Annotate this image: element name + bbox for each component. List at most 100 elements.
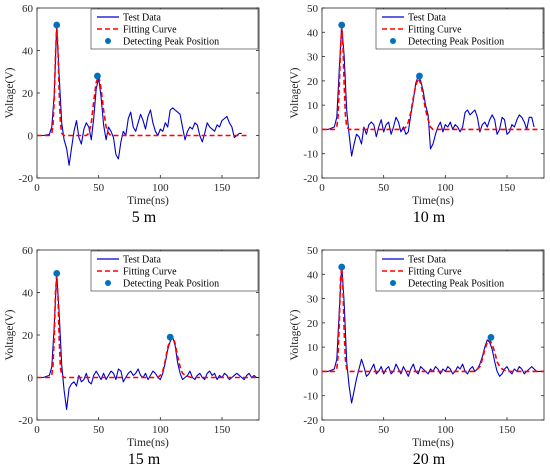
x-axis-label: Time(ns) [412,437,454,449]
legend-test-data-label: Test Data [123,255,161,266]
y-tick-label: 40 [22,46,34,58]
y-tick-label: -20 [18,173,33,185]
plot-frame [321,249,545,421]
legend-peak-label: Detecting Peak Position [123,37,219,48]
legend-box [90,8,259,50]
peak-marker [338,263,346,271]
legend-peak-swatch [390,38,396,44]
y-tick-label: 60 [22,245,34,257]
peak-marker [487,334,495,341]
y-tick-label: 0 [313,124,319,136]
legend-peak-label: Detecting Peak Position [408,279,504,290]
peak-marker [338,21,346,29]
legend-box [375,250,544,292]
chart-panel-4: 0 50 100 150 -20 -10 0 10 20 30 40 50 Time(ns) Voltag… [289,245,545,468]
y-tick-label: -10 [303,391,318,403]
peak-marker [416,72,423,80]
x-tick-label: 100 [437,424,454,436]
y-tick-label: 60 [22,3,34,15]
x-tick-label: 150 [214,182,231,194]
y-tick-label: 0 [313,366,319,378]
y-tick-label: 0 [28,131,34,143]
plot-frame [321,7,545,179]
x-tick-label: 100 [152,424,169,436]
peak-marker [166,333,174,341]
panel-caption: 15 m [128,451,161,468]
y-tick-label: 10 [307,100,319,112]
y-tick-label: 50 [307,245,319,257]
x-tick-label: 150 [499,424,516,436]
x-tick-label: 50 [378,182,390,194]
chart-panel-2: 0 50 100 150 -20 -10 0 10 20 30 40 50 Time(ns) Voltag… [289,3,545,226]
x-tick-label: 50 [378,424,390,436]
legend-peak-label: Detecting Peak Position [123,279,219,290]
y-tick-label: 20 [307,76,319,88]
panel-caption: 5 m [132,209,157,226]
chart-panel-1: 0 50 100 150-200204060Time(ns)Voltage(V)Tes… [4,3,260,226]
test-data-line [37,24,242,166]
y-axis-label: Voltage(V) [289,67,301,118]
x-tick-label: 100 [437,182,454,194]
peak-marker [94,72,101,80]
plot-area [322,24,538,157]
fitting-curve-line [37,275,259,379]
legend-test-data-label: Test Data [123,13,161,24]
y-tick-label: 50 [307,3,319,15]
fitting-curve-line [322,266,544,373]
legend-peak-swatch [390,280,396,286]
test-data-line [322,264,544,404]
peak-marker [53,269,61,277]
test-data-line [37,272,259,410]
chart-panel-3: 0 50 100 150-200204060Time(ns)Voltage(V)Tes… [4,245,260,468]
y-axis-label: Voltage(V) [4,309,16,360]
y-tick-label: 0 [28,373,34,385]
y-axis-label: Voltage(V) [4,67,16,118]
y-tick-label: 40 [22,288,34,300]
plot-area [322,264,544,404]
y-tick-label: -20 [303,415,318,427]
legend-box [375,8,544,50]
x-tick-label: 0 [319,424,325,436]
y-tick-label: -20 [303,173,318,185]
x-tick-label: 50 [93,182,105,194]
legend-peak-swatch [105,38,111,44]
x-tick-label: 0 [319,182,325,194]
x-tick-label: 100 [152,182,169,194]
y-tick-label: 20 [22,88,34,100]
x-tick-label: 0 [34,424,40,436]
x-tick-label: 150 [214,424,231,436]
y-tick-label: 20 [22,330,34,342]
x-tick-label: 150 [499,182,516,194]
legend-test-data-label: Test Data [408,255,446,266]
x-tick-label: 0 [34,182,40,194]
legend-fitting-curve-label: Fitting Curve [123,267,177,278]
legend-peak-swatch [105,280,111,286]
legend-fitting-curve-label: Fitting Curve [123,25,177,36]
y-tick-label: 30 [307,294,319,306]
x-tick-label: 50 [93,424,105,436]
y-tick-label: 10 [307,342,319,354]
fitting-curve-line [322,27,538,131]
y-tick-label: 20 [307,318,319,330]
legend-fitting-curve-label: Fitting Curve [408,25,462,36]
peak-marker [53,21,61,29]
legend-peak-label: Detecting Peak Position [408,37,504,48]
legend-test-data-label: Test Data [408,13,446,24]
plot-area [37,24,247,166]
plot-area [37,272,259,410]
legend-box [90,250,259,292]
legend-fitting-curve-label: Fitting Curve [408,267,462,278]
x-axis-label: Time(ns) [412,195,454,207]
x-axis-label: Time(ns) [127,195,169,207]
y-tick-label: -10 [303,149,318,161]
y-tick-label: -20 [18,415,33,427]
fitting-curve-line [37,24,247,137]
y-axis-label: Voltage(V) [289,309,301,360]
y-tick-label: 40 [307,27,319,39]
panel-caption: 10 m [413,209,446,226]
y-tick-label: 40 [307,269,319,281]
